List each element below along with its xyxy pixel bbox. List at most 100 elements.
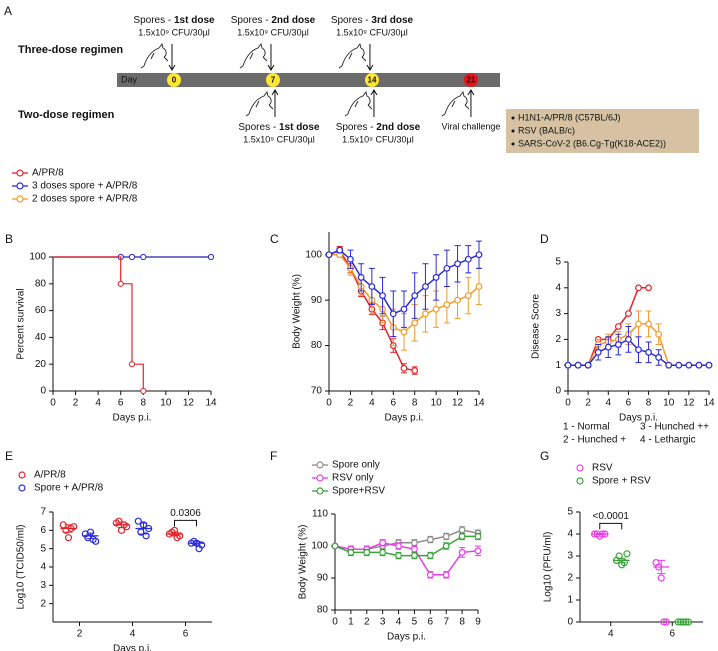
y-tick-label: 2	[567, 573, 573, 584]
x-tick-label: 5	[412, 617, 418, 628]
point	[64, 534, 73, 542]
x-tick-label: 2	[73, 398, 79, 409]
y-tick-label: 110	[312, 509, 328, 520]
day-marker	[265, 73, 280, 87]
x-tick-label: 12	[452, 398, 464, 409]
point	[140, 387, 147, 395]
point	[665, 361, 673, 369]
y-tick-label: 2	[40, 598, 46, 609]
point	[615, 552, 623, 560]
error-bar	[192, 540, 201, 546]
regimen-label: Three-dose regimen	[18, 44, 123, 56]
y-tick-label: 0	[567, 617, 573, 628]
dose-number: 2nd dose	[376, 122, 420, 133]
y-tick-label: 5	[567, 507, 573, 518]
point	[379, 549, 387, 556]
point	[623, 550, 631, 558]
x-tick-label: 8	[141, 398, 147, 409]
point	[442, 533, 450, 540]
legend-marker	[18, 471, 26, 479]
arrow-head	[370, 89, 378, 96]
arrow-head	[467, 89, 475, 96]
x-tick-label: 10	[160, 398, 172, 409]
day-number: 14	[368, 76, 377, 85]
error-bar	[64, 524, 73, 533]
mouse-icon	[441, 90, 470, 117]
point	[614, 323, 622, 330]
dose-label: Spores - 3rd dose	[331, 15, 414, 26]
x-tick-label: 0	[332, 617, 338, 628]
panel-letter: D	[540, 232, 549, 246]
y-tick-label: 100	[305, 249, 322, 260]
point	[379, 292, 386, 300]
legend-label: Spore + RSV	[592, 476, 651, 487]
x-tick-label: 12	[683, 398, 695, 409]
point	[357, 274, 365, 281]
y-axis-label: Body Weight (%)	[292, 274, 303, 349]
arrow-head	[267, 64, 275, 71]
x-tick-label: 7	[443, 617, 449, 628]
point	[400, 305, 408, 313]
panel-letter: C	[270, 232, 279, 246]
point	[426, 536, 434, 543]
bullet	[511, 129, 515, 133]
y-tick-label: 1	[567, 595, 573, 606]
y-tick-label: 90	[317, 573, 329, 584]
y-axis-label: Log10 (PFU/ml)	[543, 532, 554, 603]
x-tick-label: 2	[585, 398, 591, 409]
day-number: 0	[172, 76, 177, 85]
day-marker	[364, 73, 379, 87]
point	[474, 547, 482, 555]
point	[422, 283, 429, 290]
p-value: 0.0306	[170, 508, 201, 519]
legend-marker	[316, 474, 324, 482]
point	[422, 310, 429, 318]
x-axis-label: Days p.i.	[113, 413, 152, 424]
point	[475, 251, 483, 259]
y-tick-label: 6	[40, 525, 46, 536]
y-tick-label: 80	[317, 605, 329, 616]
dose-amount: 1.5x10⁹ CFU/30µl	[342, 134, 414, 144]
point	[207, 253, 215, 261]
legend-label: RSV only	[332, 473, 374, 484]
point	[660, 618, 668, 626]
point	[123, 523, 131, 531]
mouse-icon	[338, 42, 367, 69]
dose-amount: 1.5x10⁹ CFU/30µl	[237, 27, 309, 37]
panel-letter: E	[5, 449, 13, 463]
dose-label: Spores - 1st dose	[238, 122, 320, 133]
legend-marker	[576, 477, 584, 485]
point	[426, 552, 434, 559]
legend-marker	[16, 195, 24, 203]
y-axis-label: Percent survival	[16, 288, 27, 359]
panel-letter: F	[270, 449, 277, 463]
legend-label: A/PR/8	[34, 470, 66, 481]
dose-amount: 1.5x10⁹ CFU/30µl	[243, 134, 315, 144]
point	[347, 255, 354, 263]
x-tick-label: 6	[118, 398, 124, 409]
series-line	[334, 535, 478, 557]
error-bar	[117, 521, 126, 529]
score-legend: 1 - Normal	[563, 422, 610, 433]
point	[115, 517, 123, 525]
mouse-icon	[239, 42, 268, 69]
point	[464, 255, 472, 263]
x-tick-label: 10	[663, 398, 675, 409]
legend-marker	[16, 182, 24, 190]
y-tick-label: 80	[35, 278, 47, 289]
y-tick-label: 20	[35, 359, 47, 370]
x-tick-label: 4	[369, 398, 375, 409]
legend-label: 3 doses spore + A/PR/8	[32, 181, 138, 192]
x-tick-label: 8	[412, 398, 418, 409]
point	[625, 310, 632, 318]
point	[614, 341, 622, 348]
y-tick-label: 40	[35, 332, 47, 343]
point	[363, 549, 371, 556]
dose-amount: 1.5x10⁹ CFU/30µl	[336, 27, 408, 37]
point	[675, 361, 683, 369]
point	[458, 549, 466, 556]
point	[574, 361, 582, 369]
x-axis-label: Days p.i.	[113, 644, 152, 651]
x-tick-label: 8	[459, 617, 465, 628]
y-tick-label: 90	[311, 295, 323, 306]
